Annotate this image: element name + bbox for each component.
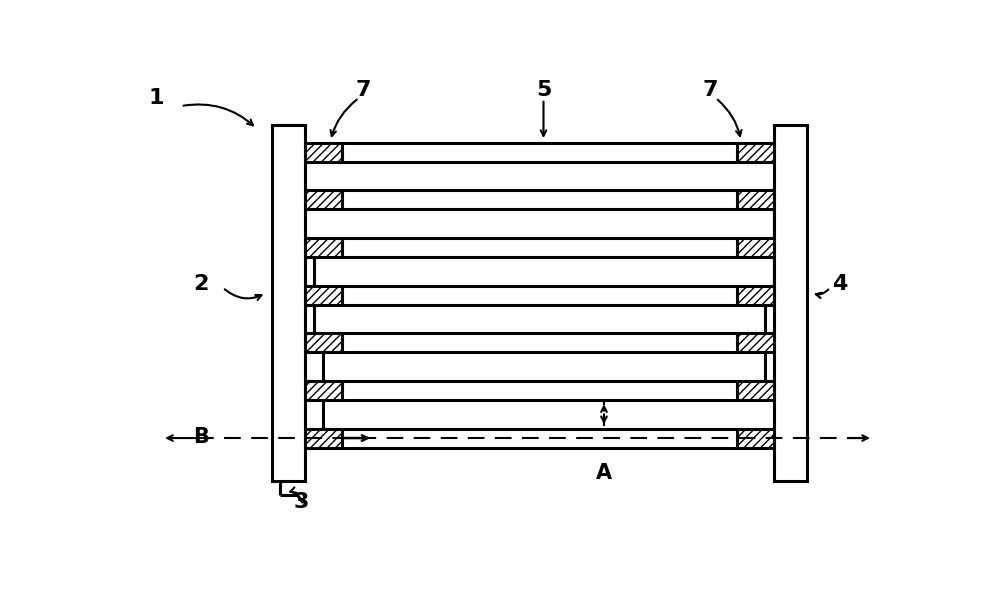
Bar bbox=[305, 190, 342, 210]
Bar bbox=[305, 238, 342, 257]
Text: B: B bbox=[193, 427, 209, 447]
Bar bbox=[737, 238, 774, 257]
Bar bbox=[305, 286, 342, 305]
Bar bbox=[774, 125, 807, 481]
Text: 2: 2 bbox=[193, 274, 209, 294]
Bar bbox=[737, 381, 774, 400]
Bar bbox=[305, 333, 342, 352]
Text: 4: 4 bbox=[832, 274, 847, 294]
Text: 3: 3 bbox=[294, 492, 309, 511]
Bar bbox=[737, 143, 774, 162]
Text: 5: 5 bbox=[536, 80, 551, 100]
Bar bbox=[305, 381, 342, 400]
Text: 7: 7 bbox=[702, 80, 718, 100]
Bar bbox=[737, 190, 774, 210]
Bar bbox=[305, 429, 342, 448]
Bar bbox=[737, 286, 774, 305]
Text: A: A bbox=[596, 462, 612, 482]
Bar bbox=[737, 429, 774, 448]
Text: 7: 7 bbox=[356, 80, 371, 100]
Bar bbox=[272, 125, 305, 481]
Bar bbox=[305, 143, 342, 162]
Text: 1: 1 bbox=[148, 88, 164, 108]
Bar bbox=[737, 333, 774, 352]
